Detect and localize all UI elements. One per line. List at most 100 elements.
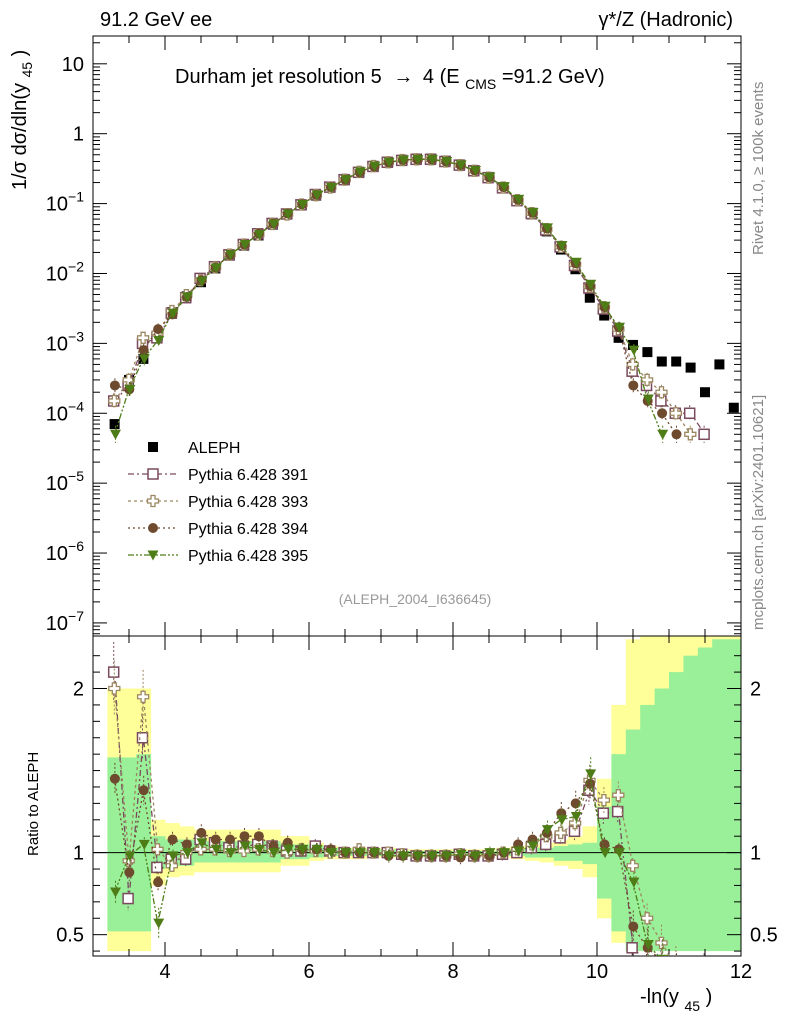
series-aleph-point: [642, 347, 653, 358]
x-axis-label: -ln(y 45 ): [640, 986, 712, 1016]
series-pythia-6-428-395-point: [354, 167, 366, 178]
y-axis-label-main: 1/σ dσ/dln(y: [9, 83, 31, 190]
series-pythia-6-428-391-point: [698, 428, 710, 441]
series-pythia-6-428-395-ratio-point: [124, 851, 136, 862]
chart-title: Durham jet resolution 5 → 4 (E CMS =91.2…: [175, 66, 605, 94]
x-axis-label-main: -ln(y: [640, 986, 679, 1008]
series-aleph-point: [728, 402, 739, 413]
series-pythia-6-428-395-point: [513, 194, 525, 205]
series-pythia-6-428-395-point: [369, 161, 381, 172]
legend-pythia-6-428-394-marker: [148, 523, 158, 533]
series-pythia-6-428-394-ratio-point: [138, 785, 149, 796]
series-pythia-6-428-395-ratio-point: [182, 848, 193, 859]
series-pythia-6-428-393-ratio-point: [626, 859, 639, 872]
series-pythia-6-428-395-point: [225, 250, 237, 261]
series-pythia-6-428-391-ratio-point: [626, 942, 638, 954]
series-pythia-6-428-395-ratio-point: [239, 841, 251, 852]
series-pythia-6-428-394-ratio-point: [253, 831, 264, 842]
series-pythia-6-428-395-point: [239, 239, 251, 250]
series-aleph-point: [656, 356, 667, 367]
series-pythia-6-428-391-point: [683, 407, 696, 420]
series-pythia-6-428-395-ratio-point: [383, 851, 395, 862]
y-axis-label-sub: 45: [19, 62, 35, 78]
series-aleph-point: [613, 332, 624, 343]
series-pythia-6-428-395-ratio-point: [412, 851, 424, 862]
y-tick-base: 10: [46, 473, 68, 495]
series-pythia-6-428-393-point: [655, 386, 668, 399]
y-tick-label: 1: [73, 124, 84, 146]
uncertainty-bands: [107, 636, 741, 952]
series-pythia-6-428-395-ratio-point: [282, 844, 294, 855]
axes: 4 6 8 10 1210−710−610−510−410−310−210−11100.…: [46, 36, 778, 983]
series-pythia-6-428-395-point: [110, 429, 121, 440]
series-pythia-6-428-395-ratio-point: [398, 851, 409, 862]
inner-band-bin: [582, 842, 598, 865]
series-pythia-6-428-395-point: [210, 263, 222, 274]
series-pythia-6-428-395-point: [642, 394, 654, 405]
ratio-tick-label: 1: [73, 843, 84, 865]
ratio-tick-label-right: 1: [750, 843, 761, 865]
analysis-tag: (ALEPH_2004_I636645): [339, 591, 492, 607]
series-pythia-6-428-395-point: [585, 279, 597, 290]
series-pythia-6-428-394-ratio-point: [585, 778, 596, 789]
series-pythia-6-428-395-point: [182, 292, 193, 303]
series-pythia-6-428-395-ratio-point: [297, 844, 309, 855]
series-pythia-6-428-394-point: [138, 345, 149, 356]
series-pythia-6-428-394-ratio-point: [181, 839, 192, 850]
series-pythia-6-428-395-ratio-point: [542, 825, 553, 836]
series-pythia-6-428-394-ratio-point: [628, 921, 639, 932]
series-pythia-6-428-395-ratio-point: [340, 848, 352, 859]
legend-pythia-6-428-395-marker: [147, 550, 159, 561]
series-pythia-6-428-395-point: [542, 223, 553, 234]
x-tick-label: 8: [447, 961, 458, 983]
series-pythia-6-428-395-point: [268, 219, 280, 230]
legend-aleph-marker: [148, 442, 158, 452]
series-pythia-6-428-395-ratio-point: [210, 844, 222, 855]
x-axis-label-sub: 45: [684, 998, 700, 1014]
series-pythia-6-428-393-line: [114, 158, 692, 435]
series-pythia-6-428-395-ratio-point: [470, 851, 481, 862]
y-tick-base: 10: [46, 333, 68, 355]
inner-band-bin: [683, 655, 699, 952]
ratio-plot-data: [107, 641, 705, 989]
rivet-version-label: Rivet 4.1.0, ≥ 100k events: [750, 82, 767, 255]
series-pythia-6-428-395-point: [167, 308, 179, 319]
y-tick-label: 10−7: [46, 608, 84, 635]
series-pythia-6-428-393-ratio-point: [670, 962, 681, 973]
series-pythia-6-428-393-ratio-point: [655, 936, 668, 950]
series-pythia-6-428-394-point: [109, 380, 120, 391]
series-pythia-6-428-391-ratio-point: [656, 967, 666, 977]
series-pythia-6-428-393-ratio-point: [640, 912, 654, 925]
series-pythia-6-428-395-point: [340, 175, 352, 186]
ratio-tick-label: 2: [73, 679, 84, 701]
series-pythia-6-428-395-point: [599, 301, 611, 312]
series-pythia-6-428-395-ratio-point: [585, 769, 597, 780]
x-tick-label: 6: [303, 961, 314, 983]
series-pythia-6-428-395-ratio-point: [441, 851, 453, 862]
series-pythia-6-428-391-ratio-point: [642, 958, 652, 968]
series-pythia-6-428-395-ratio-line: [113, 771, 660, 956]
legend-pythia-6-428-394-label: Pythia 6.428 394: [188, 521, 308, 538]
chart-title-main: Durham jet resolution 5: [175, 66, 382, 88]
series-pythia-6-428-394-point: [153, 324, 164, 335]
series-pythia-6-428-395-point: [484, 172, 496, 183]
series-pythia-6-428-395-ratio-point: [138, 839, 150, 850]
inner-band-bin: [553, 846, 569, 861]
series-aleph-point: [714, 359, 725, 370]
series-pythia-6-428-391-ratio-point: [597, 807, 610, 819]
series-pythia-6-428-395-ratio-point: [599, 848, 611, 859]
series-pythia-6-428-391-ratio-point: [151, 861, 163, 874]
chart-title-sub: CMS: [465, 76, 496, 92]
series-pythia-6-428-395-ratio-point: [426, 851, 438, 862]
series-pythia-6-428-393-point: [136, 331, 150, 344]
y-tick-exponent: −7: [68, 608, 84, 624]
x-tick-label: 4: [159, 961, 170, 983]
series-pythia-6-428-394-ratio-point: [672, 971, 682, 981]
series-pythia-6-428-391-ratio-point: [611, 805, 624, 818]
series-pythia-6-428-393-ratio-point: [685, 978, 696, 989]
series-pythia-6-428-395-ratio-point: [556, 815, 568, 826]
y-axis-label-end: ): [9, 50, 31, 57]
chart-title-arrow: →: [393, 66, 413, 88]
series-pythia-6-428-395-ratio-point: [254, 844, 265, 855]
